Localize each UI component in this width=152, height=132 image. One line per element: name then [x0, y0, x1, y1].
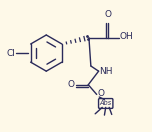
Text: OH: OH — [120, 32, 134, 41]
FancyBboxPatch shape — [98, 99, 113, 108]
Text: Cl: Cl — [6, 49, 15, 58]
Text: Abs: Abs — [100, 100, 112, 106]
Text: O: O — [104, 10, 111, 20]
Text: NH: NH — [99, 67, 113, 76]
Text: O: O — [68, 80, 75, 89]
Text: O: O — [97, 89, 104, 98]
